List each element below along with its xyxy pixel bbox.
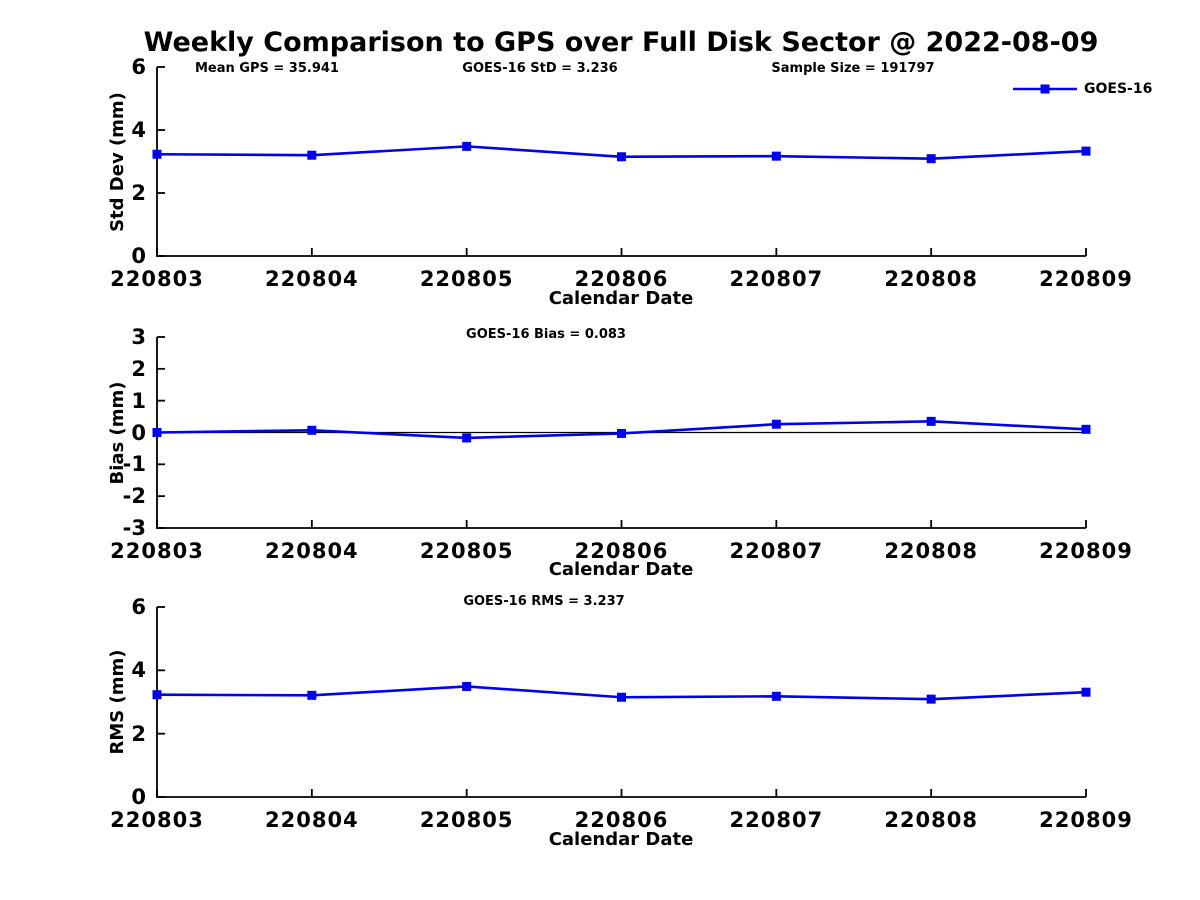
data-point-marker-std-dev [926, 154, 936, 164]
data-point-marker-bias [1081, 424, 1091, 434]
x-tick-label-rms: 220804 [264, 808, 359, 832]
data-point-marker-rms [926, 694, 936, 704]
axis-std-dev [156, 67, 1086, 257]
y-tick-label-rms: 4 [131, 658, 146, 683]
axis-rms [156, 607, 1086, 798]
data-point-marker-std-dev [617, 152, 626, 162]
annotation-mean-gps: Mean GPS = 35.941 [195, 61, 339, 76]
y-tick-label-std-dev: 2 [131, 181, 146, 205]
data-point-marker-rms [1081, 687, 1091, 697]
data-point-marker-std-dev [1081, 146, 1091, 156]
data-point-marker-bias [771, 419, 781, 429]
annotation-goes16-std: GOES-16 StD = 3.236 [462, 61, 618, 76]
y-tick-label-bias: -1 [122, 452, 146, 477]
x-tick-label-bias: 220806 [574, 539, 669, 563]
data-point-marker-rms [152, 690, 162, 700]
data-point-marker-bias [152, 428, 162, 437]
x-tick-label-bias: 220807 [729, 539, 824, 563]
x-tick-label-std-dev: 220804 [264, 267, 359, 291]
data-point-marker-bias [926, 416, 936, 426]
x-tick-label-rms: 220805 [419, 808, 514, 832]
y-tick-label-std-dev: 6 [131, 55, 146, 79]
x-tick-label-std-dev: 220803 [110, 267, 204, 291]
y-tick-label-bias: 1 [131, 388, 146, 413]
y-tick-label-std-dev: 0 [131, 244, 146, 268]
y-tick-label-bias: 2 [131, 356, 146, 381]
y-tick-label-rms: 2 [131, 721, 146, 746]
data-point-marker-bias [307, 425, 317, 435]
x-tick-label-std-dev: 220809 [1039, 267, 1133, 291]
data-point-marker-std-dev [152, 149, 162, 159]
legend-label: GOES-16 [1084, 81, 1153, 97]
x-axis-label-bias: Calendar Date [548, 559, 694, 580]
annotation-goes16-bias: GOES-16 Bias = 0.083 [466, 327, 626, 342]
x-tick-label-bias: 220809 [1039, 539, 1133, 563]
x-tick-label-rms: 220803 [110, 808, 204, 832]
x-axis-label-stddev: Calendar Date [548, 288, 694, 309]
data-point-marker-bias [462, 433, 472, 443]
x-tick-label-std-dev: 220808 [884, 267, 978, 291]
annotation-sample-size: Sample Size = 191797 [771, 61, 935, 76]
figure-title: Weekly Comparison to GPS over Full Disk … [143, 27, 1099, 58]
x-tick-label-rms: 220806 [574, 808, 669, 832]
data-point-marker-rms [771, 691, 781, 701]
x-tick-label-std-dev: 220805 [419, 267, 514, 291]
y-axis-label-stddev: Std Dev (mm) [107, 92, 128, 232]
legend: GOES-16 [1013, 81, 1152, 97]
y-tick-label-bias: 3 [131, 325, 146, 349]
y-tick-label-std-dev: 4 [131, 118, 146, 142]
x-tick-label-rms: 220809 [1039, 808, 1133, 832]
data-point-marker-rms [307, 690, 317, 700]
data-point-marker-std-dev [771, 151, 781, 161]
x-tick-label-rms: 220808 [884, 808, 978, 832]
y-axis-label-rms: RMS (mm) [107, 649, 128, 755]
data-point-marker-bias [617, 428, 626, 438]
x-tick-label-bias: 220804 [264, 539, 359, 563]
y-tick-label-bias: -2 [122, 484, 146, 509]
data-point-marker-std-dev [307, 150, 317, 160]
data-point-marker-rms [617, 692, 626, 702]
y-tick-label-rms: 0 [131, 785, 146, 809]
annotation-goes16-rms: GOES-16 RMS = 3.237 [463, 594, 625, 609]
x-tick-label-std-dev: 220806 [574, 267, 669, 291]
x-tick-label-bias: 220808 [884, 539, 978, 563]
x-axis-label-rms: Calendar Date [548, 829, 694, 850]
y-tick-label-rms: 6 [131, 595, 146, 619]
x-tick-label-bias: 220803 [110, 539, 204, 563]
y-tick-label-bias: 0 [131, 420, 146, 445]
x-tick-label-bias: 220805 [419, 539, 514, 563]
legend-line-marker-icon [1013, 84, 1077, 94]
data-point-marker-std-dev [462, 141, 472, 151]
y-tick-label-bias: -3 [122, 516, 146, 540]
data-point-marker-rms [462, 681, 472, 691]
x-tick-label-rms: 220807 [729, 808, 824, 832]
x-tick-label-std-dev: 220807 [729, 267, 824, 291]
